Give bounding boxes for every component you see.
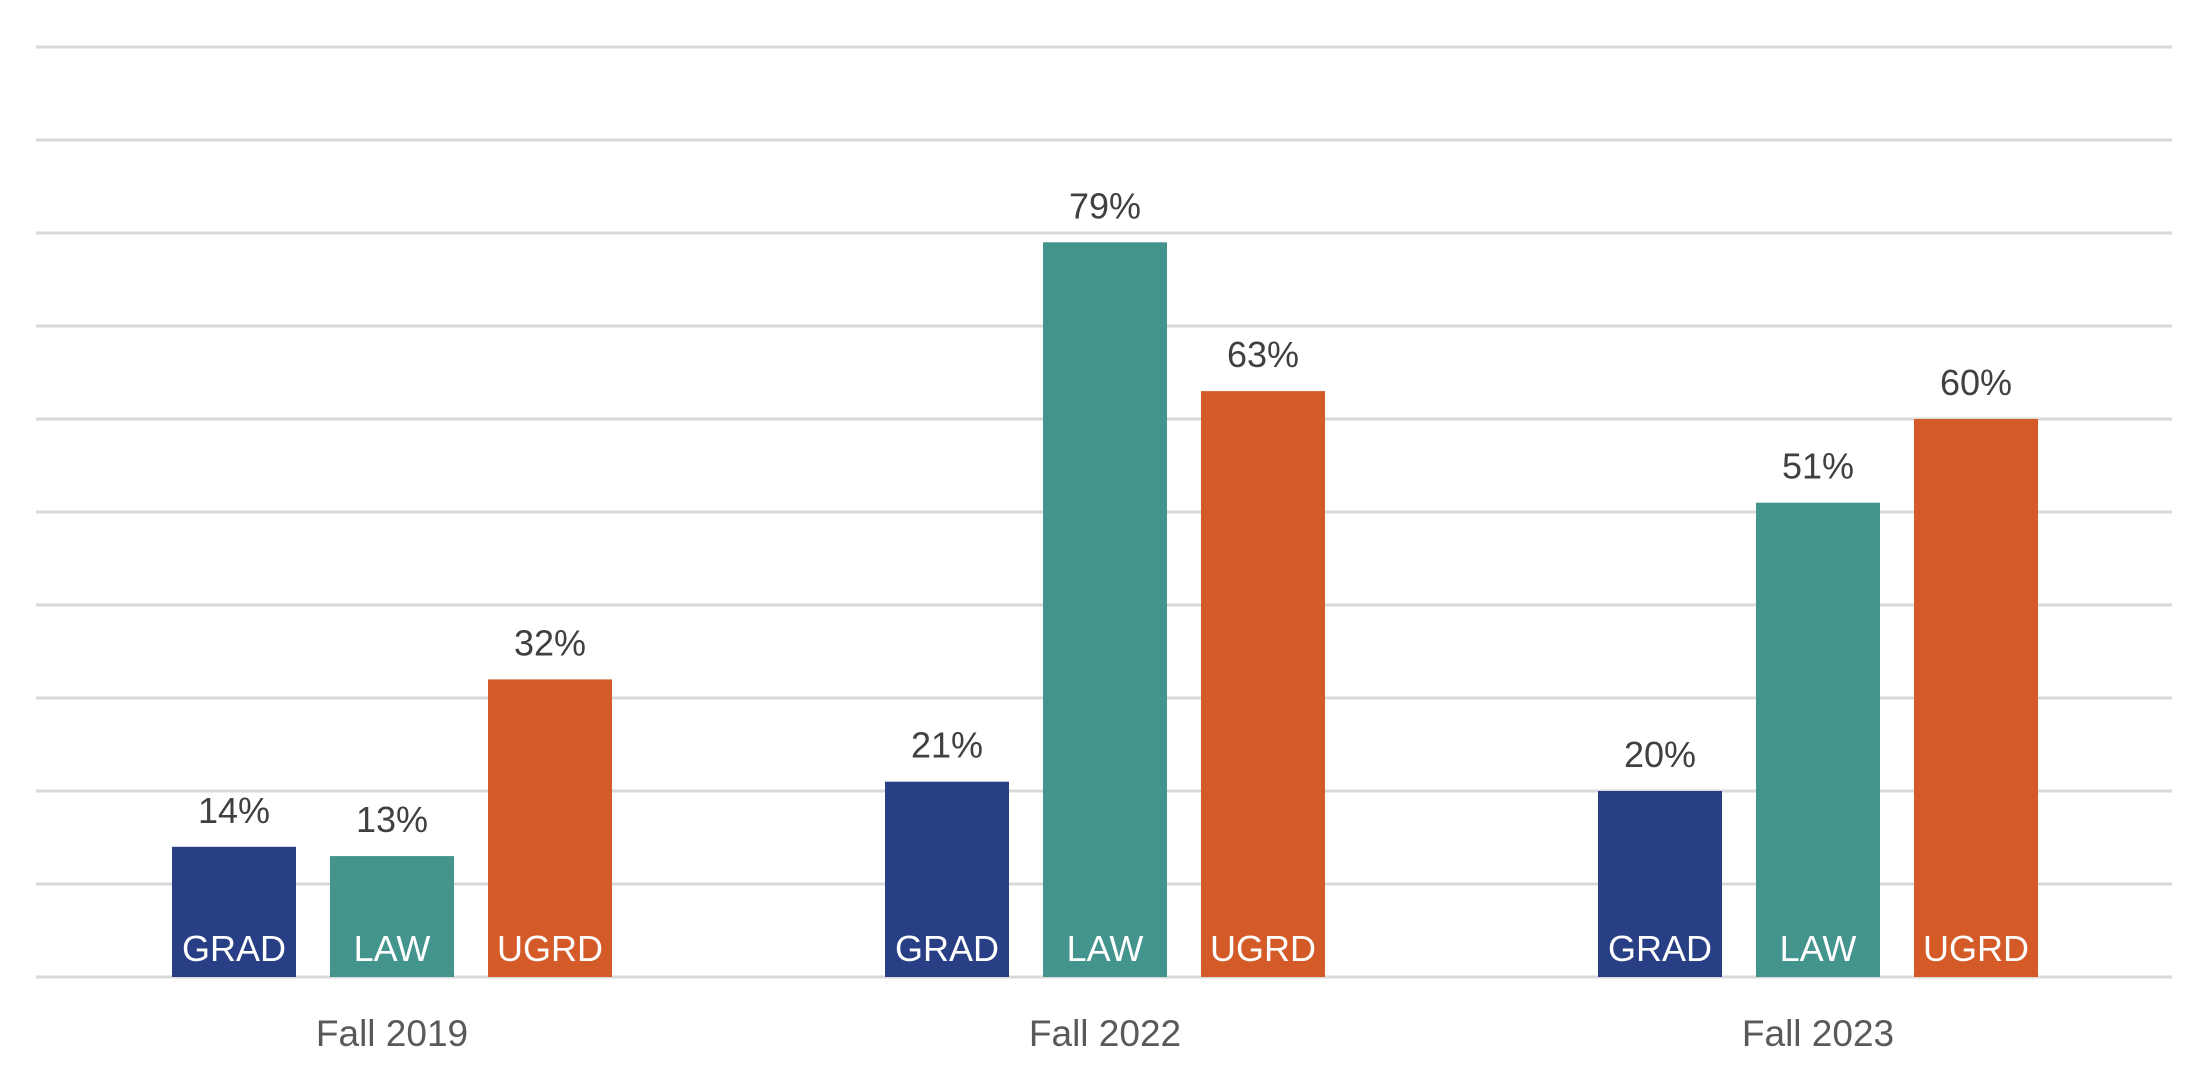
series-label: GRAD — [1608, 928, 1712, 969]
data-label: 13% — [356, 799, 428, 840]
bar-ugrd — [1201, 391, 1325, 978]
x-tick-label: Fall 2019 — [316, 1013, 468, 1054]
series-label: LAW — [354, 928, 431, 969]
series-label: GRAD — [895, 928, 999, 969]
series-label: GRAD — [182, 928, 286, 969]
bar-grad — [1598, 791, 1722, 977]
data-label: 14% — [198, 790, 270, 831]
bar-law — [330, 856, 454, 977]
data-label: 51% — [1782, 446, 1854, 487]
series-label: UGRD — [497, 928, 603, 969]
data-label: 60% — [1940, 362, 2012, 403]
bar-law — [1756, 502, 1880, 977]
data-label: 32% — [514, 622, 586, 663]
bar-grad — [885, 781, 1009, 977]
data-label: 79% — [1069, 185, 1141, 226]
x-tick-label: Fall 2023 — [1742, 1013, 1894, 1054]
x-tick-label: Fall 2022 — [1029, 1013, 1181, 1054]
data-label: 63% — [1227, 334, 1299, 375]
series-label: LAW — [1780, 928, 1857, 969]
bar-law — [1043, 242, 1167, 978]
bar-ugrd — [1914, 419, 2038, 977]
bar-ugrd — [488, 679, 612, 977]
bars — [172, 242, 2038, 978]
bar-grad — [172, 846, 296, 977]
data-label: 21% — [911, 725, 983, 766]
series-label: UGRD — [1923, 928, 2029, 969]
series-label: UGRD — [1210, 928, 1316, 969]
labels: 14% GRAD 13% LAW 32% UGRD Fall 2019 21% GRAD 79% L… — [182, 185, 2029, 1054]
series-label: LAW — [1067, 928, 1144, 969]
data-label: 20% — [1624, 734, 1696, 775]
